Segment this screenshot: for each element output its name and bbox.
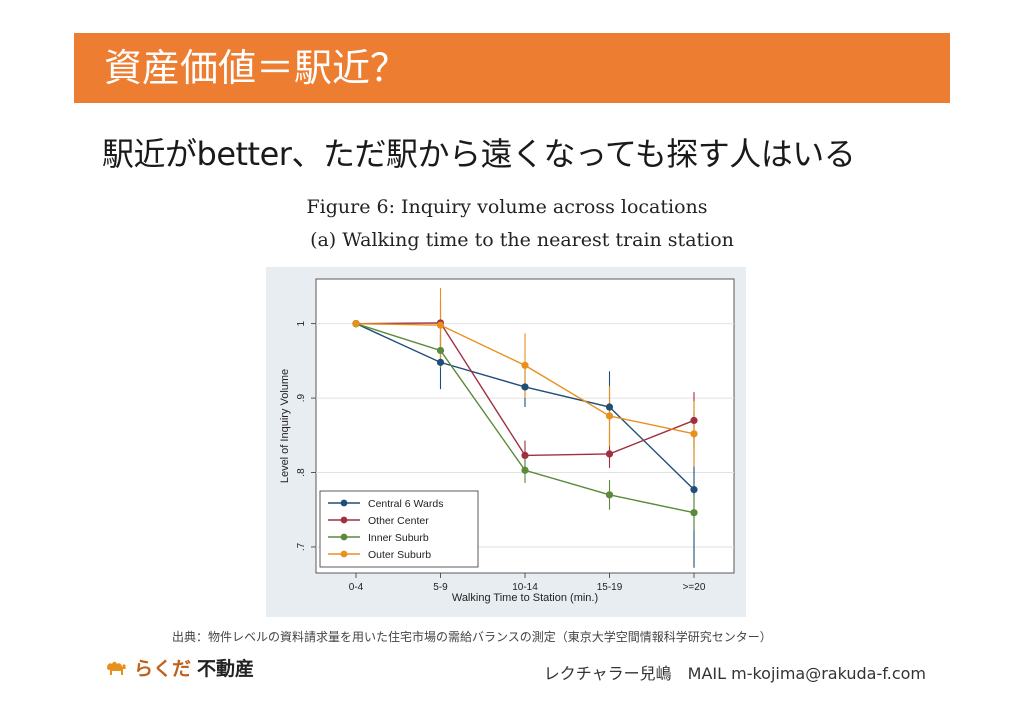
legend-marker — [340, 550, 348, 558]
y-tick-label: .9 — [296, 393, 307, 402]
footer-contact: レクチャラー兒嶋 MAIL m-kojima@rakuda-f.com — [543, 664, 926, 683]
data-point — [436, 346, 445, 355]
data-point — [690, 430, 698, 438]
y-tick-label: 1 — [296, 320, 307, 326]
data-point — [605, 450, 614, 458]
data-point — [436, 358, 445, 366]
legend-marker — [340, 516, 348, 524]
data-point — [605, 412, 614, 420]
x-tick-label: 0-4 — [349, 582, 364, 593]
header-bar: 資産価値＝駅近？ — [74, 33, 950, 103]
data-point — [521, 466, 529, 474]
slide-subtitle: 駅近がbetter、ただ駅から遠くなっても探す人はいる — [102, 135, 856, 173]
y-tick-label: .8 — [296, 468, 307, 477]
company-logo: らくだ 不動産 — [104, 654, 254, 680]
data-point — [521, 383, 529, 391]
source-citation: 出典：物件レベルの資料請求量を用いた住宅市場の需給バランスの測定（東京大学空間情… — [172, 630, 772, 644]
data-point — [352, 320, 360, 328]
data-point — [521, 451, 529, 459]
x-tick-label: 15-19 — [597, 582, 623, 593]
x-tick-label: 10-14 — [512, 582, 538, 593]
data-point — [690, 509, 698, 517]
data-point — [436, 321, 445, 329]
camel-icon — [107, 661, 126, 675]
data-point — [690, 416, 698, 425]
legend-label: Outer Suburb — [368, 549, 431, 561]
y-tick-label: .7 — [296, 542, 307, 551]
data-point — [605, 403, 614, 411]
logo-text-kanji: 不動産 — [197, 657, 255, 680]
legend-marker — [340, 499, 348, 507]
data-point — [690, 486, 698, 494]
chart-svg: .7 .8 .9 1 0-4 5-9 10-14 15-19 >=20 Central 6 Wa… — [266, 267, 746, 617]
figure-title: Figure 6: Inquiry volume across location… — [306, 196, 708, 218]
x-tick-label: 5-9 — [433, 582, 448, 593]
legend-label: Other Center — [368, 515, 429, 527]
x-tick-label: >=20 — [683, 582, 706, 593]
legend-label: Central 6 Wards — [368, 498, 443, 510]
figure-subtitle: (a) Walking time to the nearest train st… — [310, 229, 734, 251]
legend-label: Inner Suburb — [368, 532, 429, 544]
y-axis-title: Level of Inquiry Volume — [279, 369, 291, 483]
logo-text-kana: らくだ — [134, 657, 192, 680]
data-point — [605, 491, 614, 499]
x-axis-title: Walking Time to Station (min.) — [452, 592, 598, 604]
data-point — [521, 361, 529, 369]
page-title: 資産価値＝駅近？ — [104, 46, 409, 90]
legend-marker — [340, 533, 348, 541]
chart: .7 .8 .9 1 0-4 5-9 10-14 15-19 >=20 Central 6 Wa… — [266, 267, 746, 617]
